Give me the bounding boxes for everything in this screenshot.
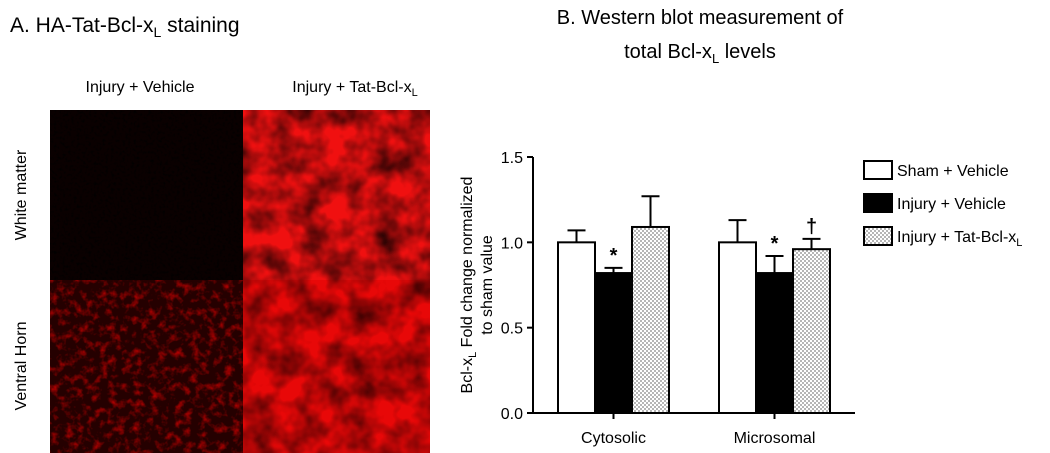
legend-text: Sham + Vehicle [897,163,1009,180]
legend-text: L [1016,237,1022,249]
legend-text: Injury + Tat-Bcl-x [897,229,1016,246]
y-tick-label: 0.0 [501,406,523,423]
legend-label: Injury + Tat-Bcl-xL [897,229,1022,249]
x-tick-label: Cytosolic [581,430,646,447]
bar [792,248,831,414]
y-tick-label: 0.5 [501,321,523,338]
legend-label: Injury + Vehicle [897,196,1006,213]
bar [755,272,794,415]
y-tick-label: 1.0 [501,235,523,252]
legend-swatch [863,193,893,213]
annotation: * [771,233,779,255]
legend-text: Injury + Vehicle [897,196,1006,213]
row-label: Ventral Horn [13,322,30,411]
annotation: † [806,216,817,238]
panel-a-title: A. HA-Tat-Bcl-xL staining [10,14,240,40]
micrographs [50,110,430,453]
bar [594,272,633,415]
chart-title: total Bcl-xL levels [624,41,776,66]
chart-title: B. Western blot measurement of [557,7,844,29]
y-axis-label: Bcl-xL Fold change normalized [459,177,479,394]
row-label: White matter [13,149,30,240]
column-label: Injury + Tat-Bcl-xL [292,79,417,99]
bar [718,241,757,414]
annotation: * [610,245,618,267]
x-tick-label: Microsomal [734,430,816,447]
legend-label: Sham + Vehicle [897,163,1009,180]
legend-swatch [863,226,893,246]
bar [557,241,596,414]
column-label: Injury + Vehicle [86,79,195,96]
y-tick-label: 1.5 [501,150,523,167]
bar [631,225,670,414]
legend-swatch [863,160,893,180]
y-axis-label: to sham value [479,235,496,335]
